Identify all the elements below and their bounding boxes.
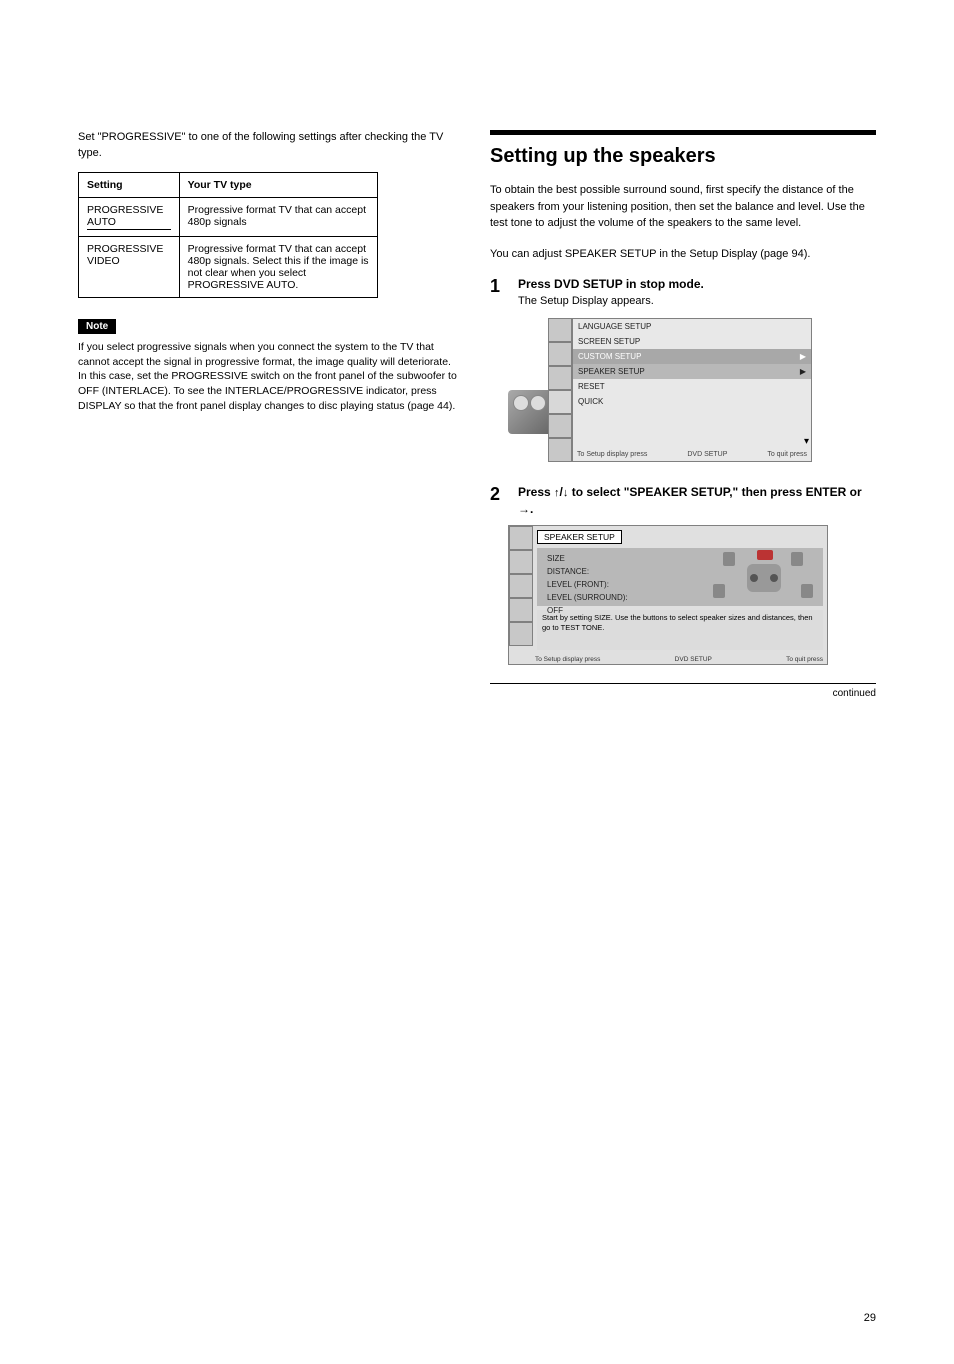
speaker-surround-left-icon xyxy=(713,584,725,598)
speaker-setup-row: DISTANCE: xyxy=(541,565,634,578)
step-2: 2 Press ↑/↓ to select "SPEAKER SETUP," t… xyxy=(490,484,876,517)
step-2-num: 2 xyxy=(490,484,508,517)
section-rule xyxy=(490,130,876,135)
speaker-setup-row: LEVEL (SURROUND): xyxy=(541,591,634,604)
menu-item: SPEAKER SETUP▶ xyxy=(573,364,811,379)
th-tvtype: Your TV type xyxy=(179,172,377,197)
menu-item: QUICK xyxy=(573,394,811,409)
th-setting: Setting xyxy=(79,172,180,197)
menu-tab xyxy=(509,526,533,550)
up-arrow-icon: ↑ xyxy=(554,487,560,499)
menu-selector-icon: ▾ xyxy=(804,436,809,447)
menu-item: SCREEN SETUP xyxy=(573,334,811,349)
menu-item: CUSTOM SETUP▶ xyxy=(573,349,811,364)
speaker-center-icon xyxy=(757,550,773,560)
speaker-surround-right-icon xyxy=(801,584,813,598)
menu-tab xyxy=(509,622,533,646)
step-2-body: Press ↑/↓ to select "SPEAKER SETUP," the… xyxy=(518,484,876,517)
note-body: If you select progressive signals when y… xyxy=(78,340,458,413)
setup-menu-screenshot-1: LANGUAGE SETUP SCREEN SETUP CUSTOM SETUP… xyxy=(508,318,828,468)
menu-item: RESET xyxy=(573,379,811,394)
row1-tvtype: Progressive format TV that can accept 48… xyxy=(179,236,377,297)
left-intro: Set "PROGRESSIVE" to one of the followin… xyxy=(78,130,458,162)
menu-tab xyxy=(548,366,572,390)
step-1-num: 1 xyxy=(490,276,508,310)
menu-item: LANGUAGE SETUP xyxy=(573,319,811,334)
menu-tab xyxy=(509,550,533,574)
row0-tvtype: Progressive format TV that can accept 48… xyxy=(179,197,377,236)
menu-tab xyxy=(548,342,572,366)
menu-tab xyxy=(548,390,572,414)
menu-tab xyxy=(509,598,533,622)
menu-tab xyxy=(548,318,572,342)
row0-setting: PROGRESSIVE AUTO xyxy=(79,197,180,236)
thin-rule xyxy=(490,683,876,684)
speaker-setup-title: SPEAKER SETUP xyxy=(537,530,622,544)
speaker-setup-screenshot: SPEAKER SETUP SIZE DISTANCE: LEVEL (FRON… xyxy=(508,525,828,665)
subwoofer-icon xyxy=(508,390,552,434)
note-label: Note xyxy=(78,319,116,334)
speaker-front-right-icon xyxy=(791,552,803,566)
step-1: 1 Press DVD SETUP in stop mode. The Setu… xyxy=(490,276,876,310)
listener-icon xyxy=(747,564,781,592)
section-para-1: You can adjust SPEAKER SETUP in the Setu… xyxy=(490,246,876,263)
speaker-setup-row: SIZE xyxy=(541,552,634,565)
step-1-body: Press DVD SETUP in stop mode. xyxy=(518,276,704,292)
menu-tab xyxy=(548,414,572,438)
row1-setting: PROGRESSIVE VIDEO xyxy=(79,236,180,297)
continued-label: continued xyxy=(490,688,876,699)
speaker-setup-row: OFF xyxy=(541,604,634,617)
section-para-0: To obtain the best possible surround sou… xyxy=(490,182,876,232)
menu-tab xyxy=(509,574,533,598)
menu-hint: To Setup display press DVD SETUP To quit… xyxy=(535,656,823,663)
speaker-layout-diagram xyxy=(713,550,813,600)
speaker-setup-row: LEVEL (FRONT): xyxy=(541,578,634,591)
section-title: Setting up the speakers xyxy=(490,145,876,168)
down-arrow-icon: ↓ xyxy=(563,487,569,499)
step-1-sub: The Setup Display appears. xyxy=(518,294,704,310)
options-table: Setting Your TV type PROGRESSIVE AUTO Pr… xyxy=(78,172,378,298)
menu-hint: To Setup display press DVD SETUP To quit… xyxy=(573,450,811,459)
page-number: 29 xyxy=(864,1312,876,1324)
speaker-front-left-icon xyxy=(723,552,735,566)
menu-tab xyxy=(548,438,572,462)
